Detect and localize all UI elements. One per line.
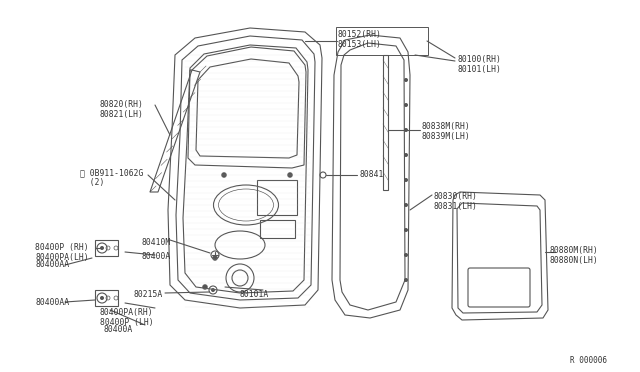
Circle shape <box>404 203 408 207</box>
Text: 80100(RH)
80101(LH): 80100(RH) 80101(LH) <box>458 55 502 74</box>
Text: ⓝ 0B911-1062G
  (2): ⓝ 0B911-1062G (2) <box>80 168 143 187</box>
Circle shape <box>221 173 227 177</box>
Text: 80830(RH)
80831(LH): 80830(RH) 80831(LH) <box>433 192 477 211</box>
Circle shape <box>100 296 104 300</box>
Circle shape <box>404 153 408 157</box>
Text: 80400PA(RH)
80400P (LH): 80400PA(RH) 80400P (LH) <box>100 308 154 327</box>
Text: 80880M(RH)
80880N(LH): 80880M(RH) 80880N(LH) <box>550 246 599 265</box>
Text: 80400AA: 80400AA <box>35 260 69 269</box>
Text: 80152(RH)
80153(LH): 80152(RH) 80153(LH) <box>338 30 382 49</box>
Text: 80101A: 80101A <box>240 290 269 299</box>
Text: 80838M(RH)
80839M(LH): 80838M(RH) 80839M(LH) <box>422 122 471 141</box>
Circle shape <box>287 173 292 177</box>
Text: 80820(RH)
80821(LH): 80820(RH) 80821(LH) <box>100 100 144 119</box>
Circle shape <box>404 278 408 282</box>
Text: 80400AA: 80400AA <box>35 298 69 307</box>
Circle shape <box>202 285 207 289</box>
Circle shape <box>100 246 104 250</box>
Circle shape <box>404 78 408 82</box>
Text: 80400P (RH)
80400PA(LH): 80400P (RH) 80400PA(LH) <box>35 243 88 262</box>
Bar <box>260 220 295 238</box>
Text: 80400A: 80400A <box>103 325 132 334</box>
Text: 80841: 80841 <box>359 170 383 179</box>
Text: 80410M: 80410M <box>142 238 172 247</box>
Text: 80215A: 80215A <box>133 290 163 299</box>
Bar <box>257 180 297 215</box>
Circle shape <box>404 103 408 107</box>
Circle shape <box>404 128 408 132</box>
Circle shape <box>211 288 215 292</box>
Circle shape <box>404 228 408 232</box>
Text: 80400A: 80400A <box>142 252 172 261</box>
Text: R 000006: R 000006 <box>570 356 607 365</box>
Circle shape <box>404 178 408 182</box>
Circle shape <box>212 256 218 260</box>
Circle shape <box>404 253 408 257</box>
